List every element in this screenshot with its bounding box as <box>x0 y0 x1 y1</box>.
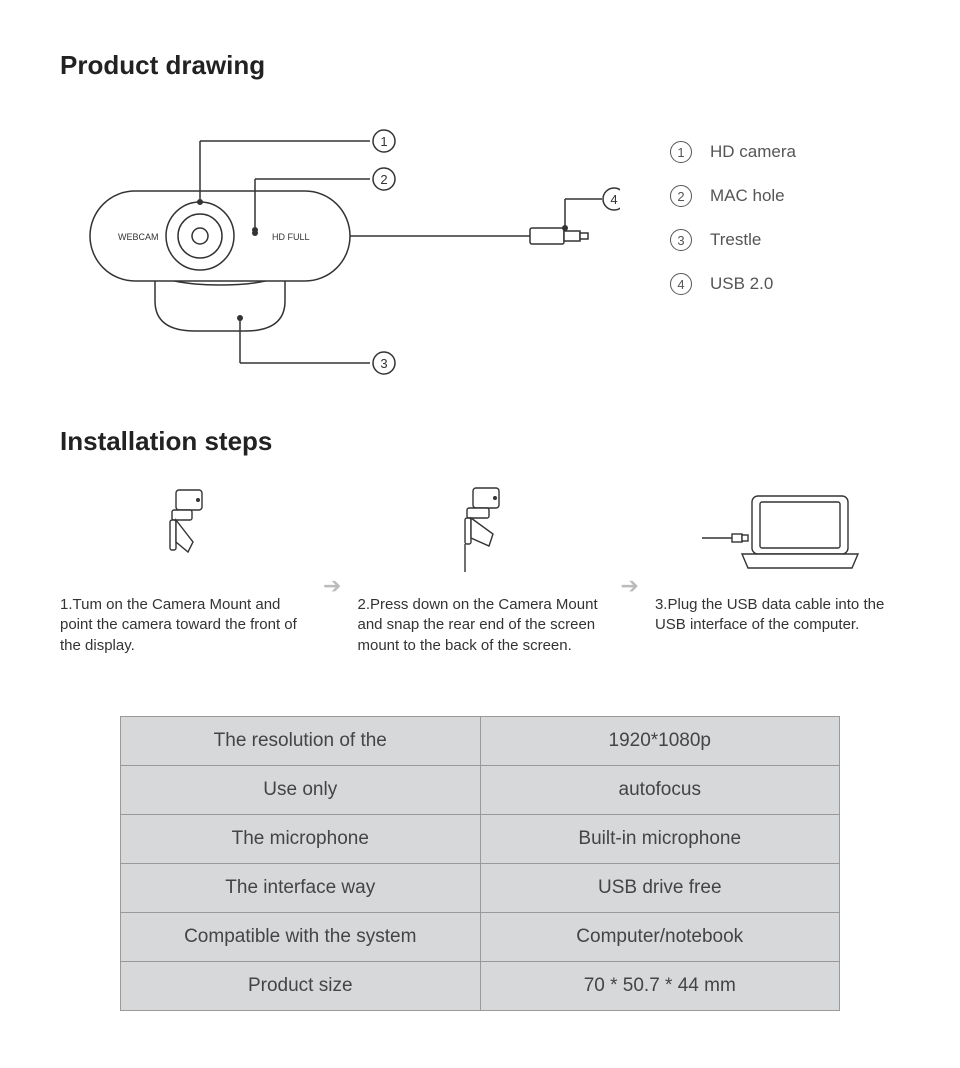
table-row: The resolution of the 1920*1080p <box>121 716 840 765</box>
spec-label: Compatible with the system <box>121 912 481 961</box>
table-row: Product size 70 * 50.7 * 44 mm <box>121 961 840 1010</box>
arrow-icon: ➔ <box>621 573 637 599</box>
webcam-diagram: WEBCAM HD FULL 1 2 <box>60 101 620 386</box>
svg-text:1: 1 <box>380 134 387 149</box>
legend-item: 1 HD camera <box>670 141 900 163</box>
spec-value: Computer/notebook <box>480 912 840 961</box>
table-row: The interface way USB drive free <box>121 863 840 912</box>
step-2-illustration <box>435 477 525 587</box>
legend-item: 4 USB 2.0 <box>670 273 900 295</box>
steps-row: 1.Tum on the Camera Mount and point the … <box>60 477 900 656</box>
table-row: The microphone Built-in microphone <box>121 814 840 863</box>
legend-num-icon: 4 <box>670 273 692 295</box>
step-3-text: 3.Plug the USB data cable into the USB i… <box>655 595 900 636</box>
step-1-text: 1.Tum on the Camera Mount and point the … <box>60 595 305 656</box>
legend-item: 2 MAC hole <box>670 185 900 207</box>
webcam-body-text-left: WEBCAM <box>118 232 159 242</box>
spec-value: 1920*1080p <box>480 716 840 765</box>
spec-label: Use only <box>121 765 481 814</box>
spec-value: autofocus <box>480 765 840 814</box>
legend-list: 1 HD camera 2 MAC hole 3 Trestle 4 USB 2… <box>670 101 900 295</box>
legend-label: HD camera <box>710 142 796 162</box>
spec-value: USB drive free <box>480 863 840 912</box>
spec-label: The resolution of the <box>121 716 481 765</box>
step-1: 1.Tum on the Camera Mount and point the … <box>60 477 305 656</box>
spec-label: Product size <box>121 961 481 1010</box>
svg-text:2: 2 <box>380 172 387 187</box>
arrow-icon: ➔ <box>323 573 339 599</box>
webcam-body-text-right: HD FULL <box>272 232 310 242</box>
spec-table: The resolution of the 1920*1080p Use onl… <box>120 716 840 1011</box>
step-3-illustration <box>692 477 862 587</box>
step-1-illustration <box>138 477 228 587</box>
step-2-text: 2.Press down on the Camera Mount and sna… <box>357 595 602 656</box>
product-drawing-row: WEBCAM HD FULL 1 2 <box>60 101 900 386</box>
legend-item: 3 Trestle <box>670 229 900 251</box>
svg-text:4: 4 <box>610 192 617 207</box>
spec-value: 70 * 50.7 * 44 mm <box>480 961 840 1010</box>
legend-num-icon: 1 <box>670 141 692 163</box>
table-row: Compatible with the system Computer/note… <box>121 912 840 961</box>
svg-text:3: 3 <box>380 356 387 371</box>
spec-value: Built-in microphone <box>480 814 840 863</box>
legend-label: Trestle <box>710 230 761 250</box>
step-2: 2.Press down on the Camera Mount and sna… <box>357 477 602 656</box>
legend-label: MAC hole <box>710 186 785 206</box>
legend-num-icon: 2 <box>670 185 692 207</box>
legend-num-icon: 3 <box>670 229 692 251</box>
legend-label: USB 2.0 <box>710 274 773 294</box>
step-3: 3.Plug the USB data cable into the USB i… <box>655 477 900 636</box>
spec-label: The interface way <box>121 863 481 912</box>
product-drawing-title: Product drawing <box>60 50 900 81</box>
installation-steps-title: Installation steps <box>60 426 900 457</box>
table-row: Use only autofocus <box>121 765 840 814</box>
spec-label: The microphone <box>121 814 481 863</box>
